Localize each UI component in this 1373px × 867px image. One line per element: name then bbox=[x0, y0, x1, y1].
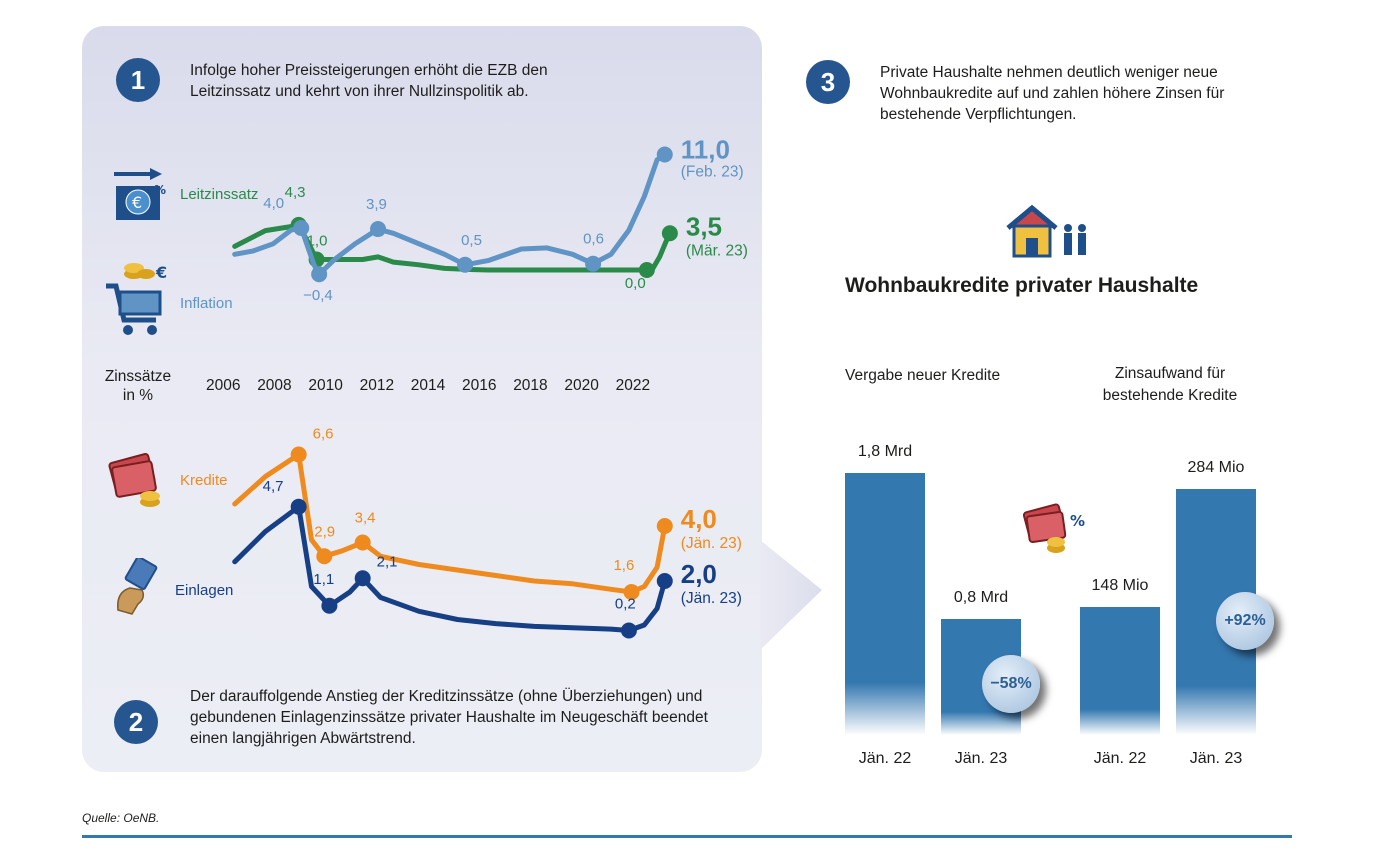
data-label-kredite: 3,4 bbox=[355, 510, 376, 527]
change-badge: +92% bbox=[1216, 592, 1274, 650]
left-panel bbox=[82, 26, 762, 772]
step-2-badge: 2 bbox=[114, 700, 158, 744]
data-label-leitzinssatz: 4,3 bbox=[285, 184, 306, 201]
bar-value-label: 1,8 Mrd bbox=[857, 443, 913, 460]
data-point-kredite bbox=[290, 446, 307, 463]
bar bbox=[845, 473, 925, 735]
data-point-einlagen bbox=[354, 570, 371, 587]
bar-category-label: Jän. 23 bbox=[1189, 750, 1243, 767]
axis-title-line2: in % bbox=[122, 387, 154, 404]
x-tick-label: 2018 bbox=[513, 377, 548, 394]
data-label-leitzinssatz: 0,0 bbox=[625, 275, 646, 292]
data-label-inflation: 4,0 bbox=[263, 195, 284, 212]
data-point-inflation bbox=[656, 146, 673, 163]
bar-category-label: Jän. 22 bbox=[858, 750, 912, 767]
shopping-cart-icon: € bbox=[106, 263, 167, 335]
x-tick-label: 2014 bbox=[410, 377, 446, 394]
data-label-einlagen: 4,7 bbox=[263, 478, 284, 495]
x-tick-label: 2016 bbox=[462, 377, 497, 394]
data-point-einlagen bbox=[620, 622, 637, 639]
group-2-label: Zinsaufwand für bestehende Kredite bbox=[1102, 365, 1238, 404]
end-date-kredite: (Jän. 23) bbox=[681, 535, 742, 552]
data-point-kredite bbox=[656, 518, 673, 534]
bar-value-label: 148 Mio bbox=[1091, 576, 1149, 594]
section-2-text: Der darauffolgende Anstieg der Kreditzin… bbox=[190, 688, 708, 747]
einlagen-label: Einlagen bbox=[175, 582, 234, 599]
data-label-inflation: 0,5 bbox=[461, 232, 482, 249]
data-point-leitzinssatz bbox=[661, 225, 678, 242]
axis-title: Zinssätze in % bbox=[100, 367, 176, 405]
svg-text:%: % bbox=[154, 183, 166, 197]
data-point-leitzinssatz bbox=[638, 262, 655, 278]
end-date-leitzinssatz: (Mär. 23) bbox=[686, 242, 748, 259]
hand-deposit-icon bbox=[117, 558, 158, 615]
data-point-inflation bbox=[585, 255, 602, 272]
money-percent-icon: % bbox=[1022, 503, 1085, 553]
section-1-text: Infolge hoher Preissteigerungen erhöht d… bbox=[190, 62, 548, 100]
data-point-kredite bbox=[623, 584, 640, 600]
step-1-badge: 1 bbox=[116, 58, 160, 102]
end-value-kredite: 4,0 bbox=[681, 504, 717, 534]
axis-title-line1: Zinssätze bbox=[104, 368, 172, 385]
svg-text:%: % bbox=[1070, 512, 1085, 530]
end-value-inflation: 11,0 bbox=[681, 135, 730, 165]
bar-category-label: Jän. 23 bbox=[954, 750, 1008, 767]
svg-text:€: € bbox=[132, 193, 142, 212]
x-tick-label: 2008 bbox=[257, 377, 292, 394]
data-label-kredite: 2,9 bbox=[314, 523, 335, 540]
end-date-einlagen: (Jän. 23) bbox=[681, 590, 742, 607]
data-label-inflation: 0,6 bbox=[583, 231, 604, 248]
bottom-rule bbox=[82, 835, 1292, 838]
data-label-einlagen: 0,2 bbox=[615, 596, 636, 613]
bar-value-label: 284 Mio bbox=[1187, 459, 1245, 476]
svg-text:€: € bbox=[155, 263, 167, 282]
data-point-einlagen bbox=[321, 597, 338, 614]
leitzins-label: Leitzinssatz bbox=[180, 186, 259, 203]
data-label-inflation: −0,4 bbox=[303, 287, 333, 304]
data-point-inflation bbox=[311, 266, 328, 283]
x-tick-label: 2012 bbox=[359, 377, 395, 394]
end-date-inflation: (Feb. 23) bbox=[681, 164, 744, 181]
bar-chart-title: Wohnbaukredite privater Haushalte bbox=[845, 274, 1199, 297]
data-point-inflation bbox=[457, 256, 474, 273]
x-tick-label: 2006 bbox=[206, 377, 241, 394]
series-line-inflation bbox=[232, 152, 668, 277]
data-label-leitzinssatz: 1,0 bbox=[307, 233, 328, 250]
x-tick-label: 2020 bbox=[564, 377, 599, 394]
bar-value-label: 0,8 Mrd bbox=[953, 588, 1009, 606]
data-point-kredite bbox=[316, 548, 333, 565]
data-label-kredite: 6,6 bbox=[313, 426, 334, 443]
data-point-einlagen bbox=[290, 498, 307, 515]
x-tick-label: 2010 bbox=[308, 377, 343, 394]
data-point-inflation bbox=[370, 221, 387, 238]
data-label-inflation: 3,9 bbox=[366, 196, 387, 213]
change-badge: −58% bbox=[982, 655, 1040, 713]
ecb-euro-icon: € % bbox=[114, 168, 166, 220]
banknotes-coins-icon bbox=[108, 453, 160, 507]
section-3-text: Private Haushalte nehmen deutlich wenige… bbox=[880, 64, 1225, 123]
step-3-badge: 3 bbox=[806, 60, 850, 104]
x-tick-label: 2022 bbox=[615, 377, 651, 394]
source-note: Quelle: OeNB. bbox=[82, 811, 160, 825]
data-point-kredite bbox=[354, 534, 371, 551]
data-point-einlagen bbox=[656, 573, 673, 589]
bar-category-label: Jän. 22 bbox=[1093, 750, 1147, 767]
data-label-kredite: 1,6 bbox=[613, 557, 634, 574]
house-family-icon bbox=[1006, 204, 1086, 258]
inflation-label: Inflation bbox=[180, 295, 233, 312]
bar bbox=[1080, 606, 1160, 735]
end-value-einlagen: 2,0 bbox=[681, 559, 717, 589]
data-label-einlagen: 1,1 bbox=[313, 571, 334, 588]
data-label-einlagen: 2,1 bbox=[377, 553, 398, 570]
data-point-inflation bbox=[293, 220, 310, 236]
end-value-leitzinssatz: 3,5 bbox=[686, 211, 722, 241]
kredite-label: Kredite bbox=[180, 472, 228, 489]
group-1-label: Vergabe neuer Kredite bbox=[845, 367, 1001, 384]
